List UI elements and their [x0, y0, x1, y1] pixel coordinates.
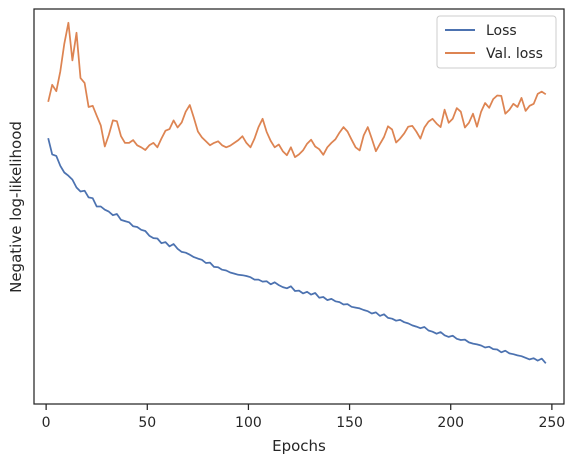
series-layer: [47, 21, 547, 364]
x-axis-label: Epochs: [272, 437, 326, 455]
x-tick-label: 250: [538, 415, 565, 431]
x-tick-label: 50: [138, 415, 156, 431]
x-tick-label: 100: [235, 415, 262, 431]
legend-label-val-loss: Val. loss: [486, 46, 543, 62]
legend-label-loss: Loss: [486, 23, 517, 39]
plot-area: [33, 8, 565, 405]
x-tick-label: 200: [437, 415, 464, 431]
x-tick-label: 0: [42, 415, 51, 431]
series-line-loss: [47, 137, 547, 364]
legend: Loss Val. loss: [436, 15, 557, 69]
y-axis-label: Negative log-likelihood: [7, 121, 25, 293]
x-axis-ticks: 0 50 100 150 200 250: [42, 404, 565, 431]
series-line-val-loss: [47, 21, 547, 158]
x-tick-label: 150: [336, 415, 363, 431]
